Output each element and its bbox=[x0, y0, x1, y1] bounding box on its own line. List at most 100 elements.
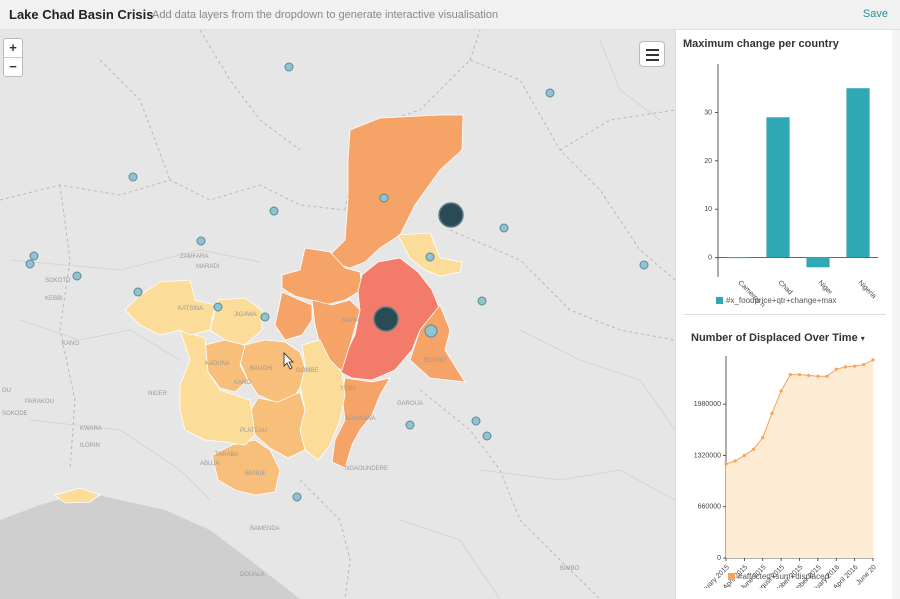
region-niger-north[interactable] bbox=[329, 114, 464, 269]
data-point bbox=[862, 362, 866, 367]
data-point bbox=[843, 365, 848, 369]
y-tick-label: 660000 bbox=[698, 504, 721, 511]
zoom-in-button[interactable]: + bbox=[9, 40, 17, 55]
bar-chart-legend[interactable]: #x_foodprice+qtr+change+max bbox=[716, 296, 837, 305]
x-tick-label: Niger bbox=[817, 279, 834, 296]
data-point bbox=[807, 373, 811, 378]
zoom-out-button[interactable]: − bbox=[4, 57, 22, 76]
map-view[interactable]: SOKOTO KEBBI ZAMFARA MARADI KATSINA KANO… bbox=[0, 30, 675, 599]
panel-scrollbar[interactable] bbox=[892, 30, 900, 599]
region-adamawa[interactable] bbox=[331, 377, 391, 469]
region-coast[interactable] bbox=[54, 487, 101, 504]
y-tick-label: 30 bbox=[704, 109, 712, 116]
label-maradi: MARADI bbox=[196, 264, 220, 270]
label-plateau: PLATEAU bbox=[240, 428, 267, 434]
app-subtitle: Add data layers from the dropdown to gen… bbox=[152, 9, 499, 21]
region-far-north[interactable] bbox=[409, 304, 466, 383]
label-garoua: GAROUA bbox=[397, 401, 423, 407]
label-ngaoundere: NGAOUNDERE bbox=[345, 466, 388, 472]
data-point bbox=[825, 374, 829, 378]
bar-legend-label: #x_foodprice+qtr+change+max bbox=[726, 296, 837, 305]
data-point bbox=[779, 389, 783, 393]
label-kano-city: KANO bbox=[234, 380, 251, 386]
label-kwara: KWARA bbox=[80, 426, 102, 432]
label-bauchi: BAUCHI bbox=[250, 366, 273, 372]
map-canvas[interactable]: SOKOTO KEBBI ZAMFARA MARADI KATSINA KANO… bbox=[0, 30, 675, 599]
hamburger-icon-line bbox=[646, 59, 659, 61]
hamburger-icon-line bbox=[646, 54, 659, 56]
x-tick-label: Chad bbox=[777, 279, 794, 296]
data-point bbox=[797, 373, 802, 377]
app-title: Lake Chad Basin Crisis bbox=[9, 7, 154, 22]
y-tick-label: 10 bbox=[704, 206, 712, 213]
line-chart-title[interactable]: Number of Displaced Over Time ▾ bbox=[691, 332, 865, 344]
y-tick-label: 20 bbox=[704, 158, 712, 165]
region-jigawa[interactable] bbox=[274, 291, 313, 341]
layers-menu-button[interactable] bbox=[639, 41, 665, 67]
top-bar: Lake Chad Basin Crisis Add data layers f… bbox=[0, 0, 900, 30]
visualisation-panel: Maximum change per country 0 10 20 30 Camero… bbox=[675, 30, 900, 599]
save-button[interactable]: Save bbox=[862, 8, 888, 20]
label-zamfara: ZAMFARA bbox=[180, 254, 208, 260]
panel-divider bbox=[684, 314, 886, 315]
y-tick-label: 1980000 bbox=[694, 401, 721, 408]
region-katsina[interactable] bbox=[209, 297, 263, 346]
label-yobe: YOBE bbox=[340, 386, 357, 392]
data-point bbox=[742, 453, 746, 458]
label-jigawa: JIGAWA bbox=[234, 312, 257, 318]
label-kano: KANO bbox=[62, 341, 79, 347]
hamburger-icon bbox=[646, 49, 659, 51]
bar-niger bbox=[806, 257, 830, 268]
location-markers[interactable] bbox=[25, 62, 649, 502]
line-chart-legend[interactable]: #affected+sum+displaced bbox=[728, 572, 829, 581]
mouse-cursor bbox=[283, 352, 294, 370]
line-chart-title-text: Number of Displaced Over Time bbox=[691, 332, 858, 344]
dropdown-caret-icon[interactable]: ▾ bbox=[860, 334, 865, 343]
label-kaduna: KADUNA bbox=[205, 361, 230, 367]
label-sokode: SOKODE bbox=[2, 411, 28, 417]
line-legend-swatch bbox=[728, 573, 735, 580]
displacement-bubbles[interactable] bbox=[373, 202, 464, 332]
x-tick-label: Nigeria bbox=[857, 279, 878, 300]
data-point bbox=[733, 459, 737, 463]
region-sokoto[interactable] bbox=[124, 279, 216, 336]
y-tick-label: 0 bbox=[717, 555, 721, 562]
bar-chad bbox=[766, 117, 790, 258]
label-bamenda: BAMENDA bbox=[250, 526, 280, 532]
y-tick-label: 1320000 bbox=[694, 452, 721, 459]
label-parakou: PARAKOU bbox=[25, 399, 54, 405]
bar-legend-swatch bbox=[716, 297, 723, 304]
area-fill bbox=[726, 359, 873, 558]
region-gombe[interactable] bbox=[299, 339, 346, 461]
label-benue: BENUE bbox=[245, 471, 266, 477]
data-point bbox=[724, 462, 728, 466]
label-mara: MARA bbox=[342, 318, 359, 324]
bar-chart-title: Maximum change per country bbox=[683, 38, 839, 50]
label-taraba: TARABA bbox=[215, 452, 239, 458]
choropleth-regions[interactable] bbox=[54, 114, 466, 504]
bar-camerooon bbox=[726, 257, 750, 259]
label-gombe: GOMBE bbox=[296, 368, 318, 374]
label-katsina: KATSINA bbox=[178, 306, 203, 312]
data-point bbox=[788, 373, 792, 377]
data-point bbox=[816, 374, 820, 378]
x-tick-label: June 20 bbox=[855, 564, 878, 587]
label-bimbo: BIMBO bbox=[560, 566, 580, 572]
label-borno: BORNO bbox=[424, 358, 446, 364]
label-kebbi: KEBBI bbox=[45, 296, 63, 302]
data-point bbox=[770, 411, 774, 416]
data-point bbox=[761, 435, 765, 440]
line-legend-label: #affected+sum+displaced bbox=[738, 572, 830, 581]
sea-area bbox=[0, 492, 300, 599]
label-ou: OU bbox=[2, 388, 11, 394]
label-ilorin: ILORIN bbox=[80, 443, 100, 449]
data-point bbox=[871, 358, 875, 362]
data-point bbox=[834, 367, 838, 371]
label-niger: NIGER bbox=[148, 391, 168, 397]
y-tick-label: 0 bbox=[708, 255, 712, 262]
zoom-control: + − bbox=[3, 38, 23, 77]
region-kaduna[interactable] bbox=[179, 329, 256, 446]
data-point bbox=[853, 364, 857, 368]
